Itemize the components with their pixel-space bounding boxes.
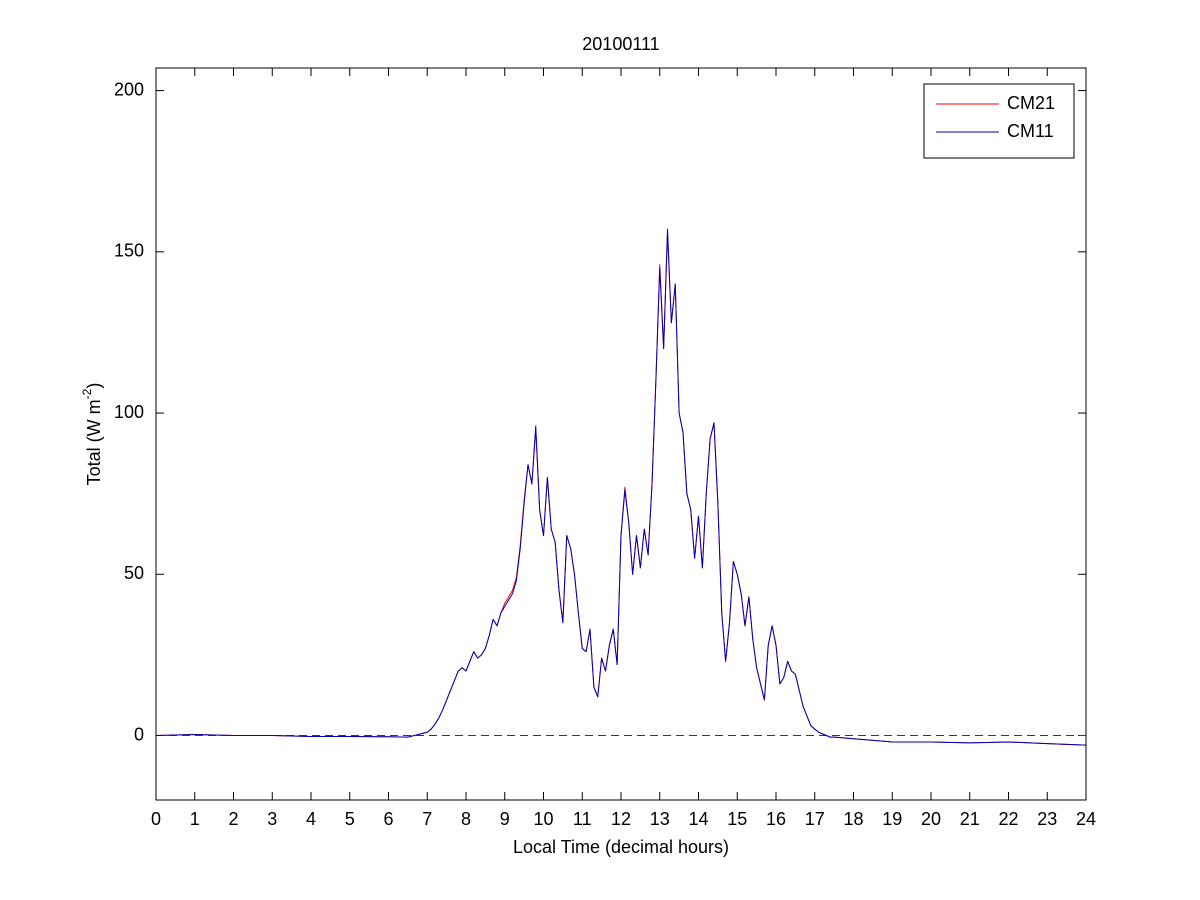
x-tick-label: 3 xyxy=(267,809,277,829)
x-tick-label: 5 xyxy=(345,809,355,829)
x-tick-label: 14 xyxy=(688,809,708,829)
x-tick-label: 20 xyxy=(921,809,941,829)
x-tick-label: 4 xyxy=(306,809,316,829)
y-label-sup: -2 xyxy=(80,388,94,399)
x-tick-label: 12 xyxy=(611,809,631,829)
x-tick-label: 17 xyxy=(805,809,825,829)
y-tick-label: 0 xyxy=(134,724,144,744)
x-tick-label: 15 xyxy=(727,809,747,829)
x-tick-label: 19 xyxy=(882,809,902,829)
y-label-text: Total (W m xyxy=(84,399,104,485)
x-tick-label: 1 xyxy=(190,809,200,829)
x-tick-label: 9 xyxy=(500,809,510,829)
y-tick-label: 150 xyxy=(114,241,144,261)
legend-box xyxy=(923,83,1075,159)
x-tick-label: 2 xyxy=(228,809,238,829)
x-tick-label: 11 xyxy=(573,809,592,829)
x-tick-label: 10 xyxy=(533,809,553,829)
x-tick-label: 0 xyxy=(151,809,161,829)
y-tick-label: 200 xyxy=(114,79,144,99)
x-tick-label: 23 xyxy=(1037,809,1057,829)
y-tick-label: 100 xyxy=(114,402,144,422)
x-tick-label: 13 xyxy=(650,809,670,829)
plot-area xyxy=(156,68,1086,800)
x-tick-label: 16 xyxy=(766,809,786,829)
y-tick-label: 50 xyxy=(124,563,144,583)
x-axis-label: Local Time (decimal hours) xyxy=(513,837,729,857)
data-line xyxy=(155,228,1087,746)
y-axis-label: Total (W m-2) xyxy=(80,383,104,486)
y-label-suffix: ) xyxy=(84,383,104,389)
x-tick-label: 8 xyxy=(461,809,471,829)
x-tick-label: 6 xyxy=(383,809,393,829)
x-tick-label: 7 xyxy=(422,809,432,829)
x-tick-label: 18 xyxy=(843,809,863,829)
x-tick-label: 22 xyxy=(998,809,1018,829)
axes-box xyxy=(155,67,1087,801)
x-tick-label: 21 xyxy=(960,809,980,829)
legend-label: CM21 xyxy=(1007,93,1055,113)
chart-title: 20100111 xyxy=(582,34,659,54)
legend-label: CM11 xyxy=(1007,121,1054,141)
x-tick-label: 24 xyxy=(1076,809,1096,829)
